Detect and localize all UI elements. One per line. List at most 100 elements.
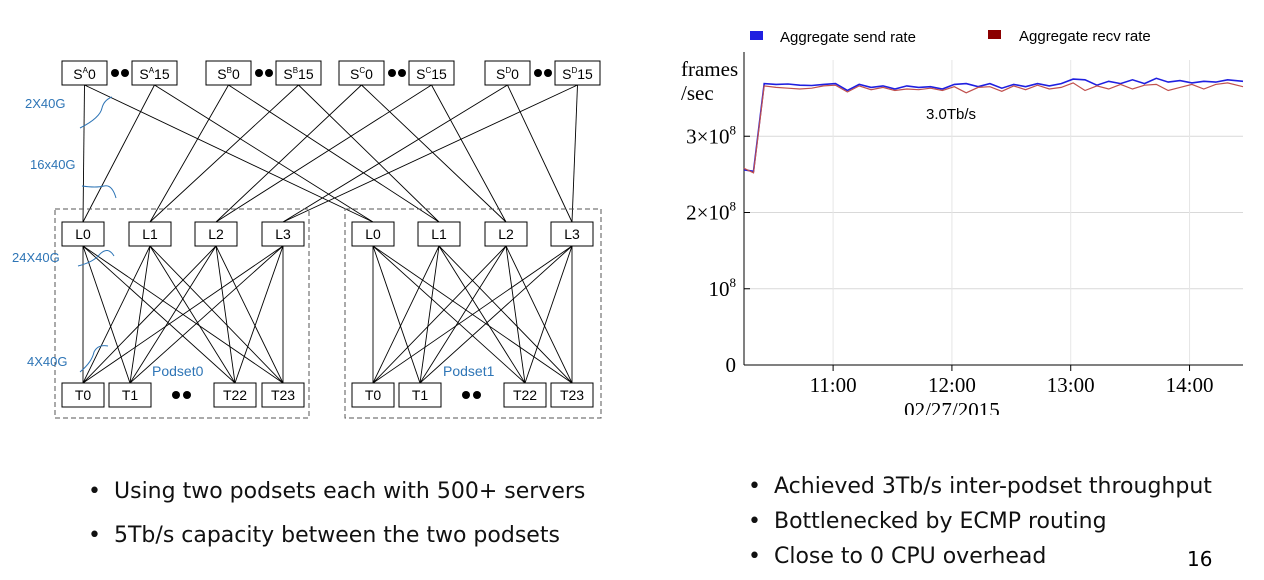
- x-axis-label: 02/27/2015: [904, 398, 1000, 415]
- legend-recv-swatch: [988, 30, 1001, 39]
- tor-switch-label: T0: [75, 387, 92, 403]
- x-tick-label: 11:00: [810, 373, 857, 397]
- leaf-tor-link: [372, 245, 440, 384]
- tor-switch: [398, 382, 442, 408]
- spine-switch-label: SD15: [562, 66, 593, 82]
- spine-leaf-link: [149, 84, 229, 223]
- link-bracket: [81, 185, 117, 199]
- leaf-tor-link: [129, 245, 151, 384]
- link-bracket: [77, 250, 115, 267]
- leaf-tor-link: [505, 245, 526, 384]
- tor-switch: [108, 382, 152, 408]
- leaf-tor-link: [234, 245, 284, 384]
- tor-switch: [503, 382, 547, 408]
- tor-switch: [351, 382, 395, 408]
- link-lines: [82, 84, 578, 384]
- leaf-tor-link: [129, 245, 217, 384]
- podset1-label: Podset1: [443, 363, 495, 379]
- spine-switch: [61, 60, 108, 86]
- leaf-tor-link: [82, 245, 151, 384]
- tor-switch: [61, 382, 105, 408]
- spine-leaf-link: [228, 84, 440, 223]
- spine-switch-label: SD0: [496, 66, 519, 82]
- legend-send-swatch: [750, 31, 763, 40]
- leaf-tor-link: [82, 245, 236, 384]
- spine-leaf-link: [154, 84, 374, 223]
- left-bullet: Using two podsets each with 500+ servers: [86, 479, 585, 523]
- spine-leaf-link: [298, 84, 440, 223]
- y-axis-label: /sec: [681, 81, 714, 105]
- leaf-tor-link: [129, 245, 284, 384]
- spine-leaf-link: [215, 84, 362, 223]
- leaf-tor-link: [372, 245, 573, 384]
- leaf-switch: [417, 221, 461, 247]
- spine-switch: [131, 60, 178, 86]
- spine-switch: [205, 60, 252, 86]
- tor-switch-label: T0: [365, 387, 382, 403]
- right-bullet: Close to 0 CPU overhead: [746, 544, 1212, 579]
- leaf-switch: [261, 221, 305, 247]
- y-tick-label: 108: [709, 275, 737, 301]
- link-capacity-label: 24X40G: [12, 250, 60, 265]
- ellipsis-dot: [398, 69, 406, 77]
- right-bullet: Bottlenecked by ECMP routing: [746, 509, 1212, 544]
- leaf-tor-link: [215, 245, 284, 384]
- spine-switch: [275, 60, 322, 86]
- legend-send-label: Aggregate send rate: [780, 29, 916, 46]
- y-axis-label: frames: [681, 57, 738, 81]
- x-tick-label: 13:00: [1047, 373, 1095, 397]
- link-bracket: [79, 96, 113, 129]
- spine-switch: [338, 60, 385, 86]
- leaf-switch: [61, 221, 105, 247]
- leaf-tor-link: [372, 245, 526, 384]
- spine-switch-label: SC0: [350, 66, 373, 82]
- tor-switch: [213, 382, 257, 408]
- ellipsis-dot: [265, 69, 273, 77]
- spine-leaf-link: [82, 84, 155, 223]
- ellipsis-dot: [462, 391, 470, 399]
- spine-switch: [554, 60, 601, 86]
- spine-switch: [484, 60, 531, 86]
- leaf-switch: [484, 221, 528, 247]
- leaf-switch-label: L2: [498, 226, 514, 242]
- right-bullet: Achieved 3Tb/s inter-podset throughput: [746, 474, 1212, 509]
- leaf-switch-label: L0: [365, 226, 381, 242]
- spine-switch-label: SA0: [73, 66, 96, 82]
- leaf-tor-link: [524, 245, 573, 384]
- spine-switch-label: SA15: [139, 66, 169, 82]
- spine-leaf-link: [149, 84, 299, 223]
- leaf-switch-label: L0: [75, 226, 91, 242]
- leaf-tor-link: [82, 245, 217, 384]
- legend-recv-label: Aggregate recv rate: [1019, 28, 1151, 45]
- link-capacity-label: 2X40G: [25, 96, 65, 111]
- spine-leaf-link: [571, 84, 578, 223]
- link-capacity-label: 4X40G: [27, 354, 67, 369]
- leaf-switch: [550, 221, 594, 247]
- spine-switch-label: SC15: [416, 66, 447, 82]
- send-rate-line: [743, 77, 1244, 173]
- throughput-annotation: 3.0Tb/s: [926, 106, 976, 123]
- ellipsis-dot: [121, 69, 129, 77]
- ellipsis-dot: [172, 391, 180, 399]
- spine-leaf-link: [282, 84, 578, 223]
- ellipsis-dot: [534, 69, 542, 77]
- leaf-switch: [128, 221, 172, 247]
- spine-switch-label: SB0: [217, 66, 240, 82]
- spine-leaf-link: [84, 84, 374, 223]
- ellipsis-dot: [183, 391, 191, 399]
- podset1-boundary: [344, 208, 602, 419]
- tor-switch-label: T22: [513, 387, 537, 403]
- leaf-switch: [194, 221, 238, 247]
- ellipsis-dot: [111, 69, 119, 77]
- spine-leaf-link: [361, 84, 507, 223]
- tor-switch: [550, 382, 594, 408]
- leaf-tor-link: [419, 245, 507, 384]
- network-topology-diagram: SA0 SA15 SB0 SB15 SC0 SC15 SD0 SD15 L0 L1 L2 L3 L0 L1…: [12, 60, 602, 419]
- left-bullet-list: Using two podsets each with 500+ servers…: [86, 479, 585, 567]
- tor-switch: [261, 382, 305, 408]
- leaf-tor-link: [438, 245, 573, 384]
- leaf-tor-link: [82, 245, 131, 384]
- ellipsis-dot: [544, 69, 552, 77]
- ellipsis-dot: [255, 69, 263, 77]
- tor-switch-label: T23: [271, 387, 295, 403]
